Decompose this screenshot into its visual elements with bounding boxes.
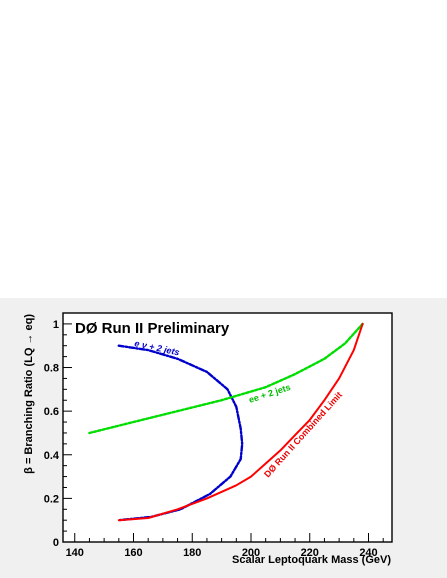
x-axis-label: Scalar Leptoquark Mass (GeV) — [232, 554, 391, 566]
x-tick-label: 240 — [359, 547, 377, 559]
y-tick-label: 0.8 — [44, 363, 59, 375]
chart-title: DØ Run II Preliminary — [75, 320, 230, 337]
x-tick-label: 220 — [301, 547, 319, 559]
y-tick-label: 0.4 — [44, 450, 60, 462]
x-tick-label: 180 — [183, 547, 201, 559]
y-tick-label: 0 — [53, 537, 59, 549]
y-tick-label: 0.2 — [44, 493, 59, 505]
plot-frame — [62, 312, 393, 543]
x-tick-label: 140 — [66, 547, 84, 559]
series-line-2 — [117, 322, 364, 522]
y-axis-label: β = Branching Ratio (LQ → eq) — [23, 314, 35, 474]
y-tick-label: 1 — [53, 319, 59, 331]
series-layer — [88, 322, 364, 522]
axis-ticks: 140 160 180 200 220 240 0 0.2 0.4 0.6 0.8 1 — [44, 312, 384, 559]
y-tick-label: 0.6 — [44, 406, 59, 418]
x-tick-label: 200 — [242, 547, 260, 559]
series-line-1 — [88, 322, 364, 435]
x-tick-label: 160 — [124, 547, 142, 559]
